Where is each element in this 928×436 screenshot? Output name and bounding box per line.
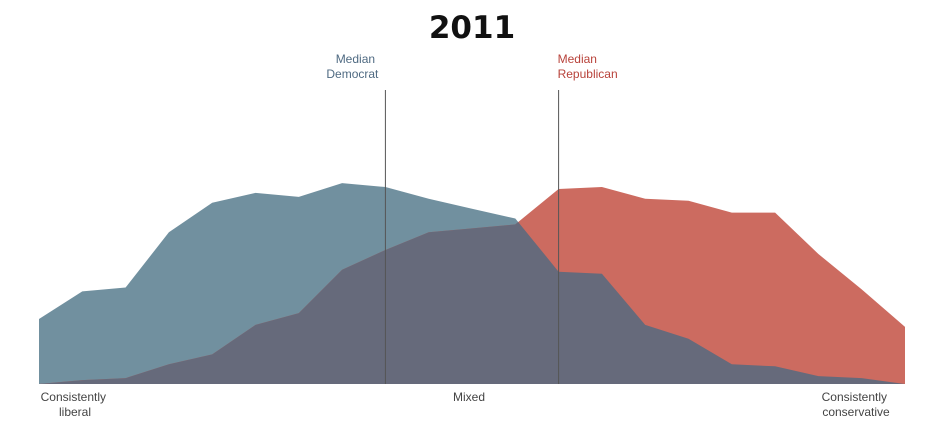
median-democrat-label-line1: Median [336, 52, 375, 66]
median-democrat-label-line2: Democrat [326, 67, 379, 81]
chart-title: 2011 [429, 10, 515, 46]
x-label-right: Consistently conservative [822, 390, 891, 419]
x-label-left: Consistently liberal [41, 390, 110, 419]
median-republican-label-line1: Median [558, 52, 597, 66]
x-label-center: Mixed [453, 390, 485, 404]
x-label-right-line1: Consistently [822, 390, 887, 404]
median-republican-label: Median Republican [558, 52, 618, 81]
x-label-left-line2: liberal [59, 405, 91, 419]
median-republican-label-line2: Republican [558, 67, 618, 81]
x-label-left-line1: Consistently [41, 390, 106, 404]
x-label-right-line2: conservative [822, 405, 890, 419]
median-democrat-label: Median Democrat [326, 52, 379, 81]
